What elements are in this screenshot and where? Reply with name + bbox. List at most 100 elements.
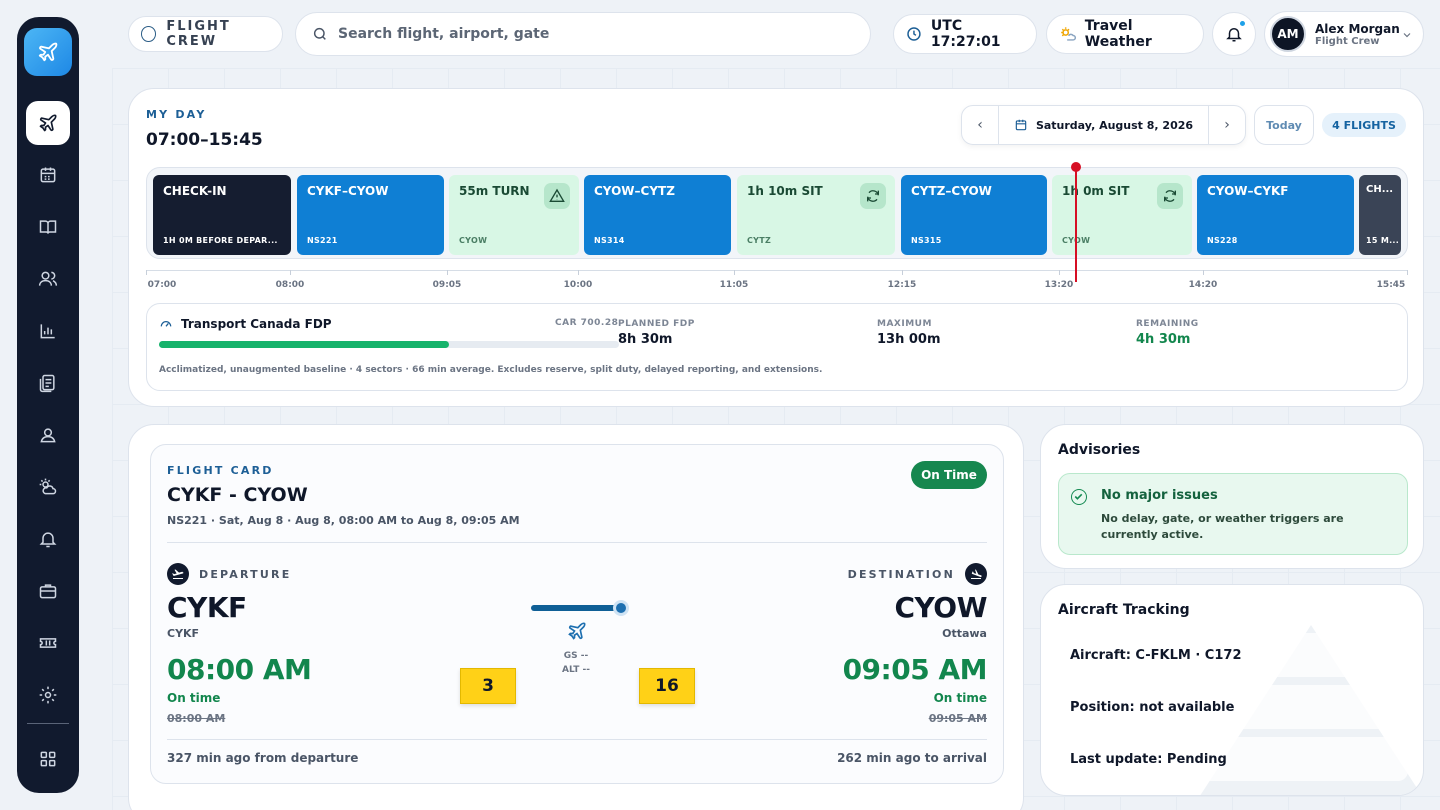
- block-sub: 15 M...: [1366, 236, 1400, 245]
- travel-weather-button[interactable]: Travel Weather: [1046, 14, 1204, 54]
- tick-mark: [902, 270, 903, 275]
- departure-time: 08:00 AM: [167, 653, 312, 686]
- sidebar-item-logbook[interactable]: [26, 205, 70, 249]
- cloud-sun-icon: [39, 478, 57, 495]
- divider: [167, 739, 987, 740]
- tick-label: 11:05: [719, 280, 749, 290]
- timeline-block[interactable]: CYKF–CYOW NS221: [297, 175, 444, 255]
- departure-elapsed: 327 min ago from departure: [167, 751, 359, 765]
- tick-mark: [1059, 270, 1060, 275]
- document-icon: [39, 374, 55, 393]
- timeline-block[interactable]: 1h 10m SIT CYTZ: [737, 175, 895, 255]
- block-title: CH...: [1366, 184, 1394, 195]
- timeline-block[interactable]: 55m TURN CYOW: [449, 175, 579, 255]
- sidebar-item-crew[interactable]: [26, 257, 70, 301]
- tick-label: 13:20: [1044, 280, 1074, 290]
- calendar-icon: [1015, 119, 1027, 131]
- departure-label: DEPARTURE: [199, 567, 292, 581]
- remaining-fdp: REMAINING 4h 30m: [1136, 319, 1199, 347]
- sidebar-item-profile[interactable]: [26, 413, 70, 457]
- arrival-time: 09:05 AM: [842, 653, 988, 686]
- fdp-progress-bar: [159, 341, 619, 348]
- sidebar: [17, 17, 79, 793]
- duty-timeline: CHECK-IN 1H 0M BEFORE DEPAR... CYKF–CYOW…: [146, 167, 1408, 259]
- search-input[interactable]: Search flight, airport, gate: [295, 12, 871, 56]
- tracking-aircraft: Aircraft: C-FKLM · C172: [1058, 633, 1408, 677]
- timeline-block[interactable]: CHECK-IN 1H 0M BEFORE DEPAR...: [153, 175, 291, 255]
- timeline-block[interactable]: CH... 15 M...: [1359, 175, 1401, 255]
- plane-logo-icon: [38, 42, 58, 62]
- date-navigator: ‹ Saturday, August 8, 2026 ›: [961, 105, 1246, 145]
- sidebar-item-analytics[interactable]: [26, 309, 70, 353]
- sidebar-item-flights[interactable]: [26, 101, 70, 145]
- briefcase-icon: [39, 584, 57, 599]
- fdp-title-text: Transport Canada FDP: [181, 317, 332, 331]
- flight-card[interactable]: FLIGHT CARD CYKF - CYOW NS221 · Sat, Aug…: [150, 444, 1004, 784]
- flight-crew-pill[interactable]: FLIGHT CREW: [128, 16, 283, 52]
- prev-day-button[interactable]: ‹: [962, 106, 998, 144]
- user-menu[interactable]: AM Alex Morgan Flight Crew: [1264, 11, 1424, 57]
- fdp-note: Acclimatized, unaugmented baseline · 4 s…: [159, 365, 823, 375]
- gear-icon: [39, 686, 57, 704]
- tick-mark: [1407, 270, 1408, 275]
- sidebar-item-weather[interactable]: [26, 465, 70, 509]
- my-day-card: MY DAY 07:00–15:45 ‹ Saturday, August 8,…: [128, 88, 1424, 407]
- destination-code: CYOW: [894, 591, 987, 624]
- sidebar-item-apps[interactable]: [26, 737, 70, 781]
- block-sub: CYTZ: [747, 236, 772, 245]
- sidebar-item-calendar[interactable]: [26, 153, 70, 197]
- sidebar-item-documents[interactable]: [26, 361, 70, 405]
- flight-crew-label: FLIGHT CREW: [166, 19, 231, 49]
- next-day-button[interactable]: ›: [1209, 106, 1245, 144]
- date-picker[interactable]: Saturday, August 8, 2026: [998, 106, 1209, 144]
- destination-label: DESTINATION: [847, 567, 955, 581]
- notification-dot: [1238, 19, 1247, 28]
- bar-chart-icon: [40, 324, 55, 339]
- block-title: 1h 0m SIT: [1062, 184, 1130, 198]
- tick-label: 09:05: [432, 280, 462, 290]
- advisories-card: Advisories No major issues No delay, gat…: [1040, 424, 1424, 569]
- plane-icon: [568, 622, 586, 640]
- sidebar-item-settings[interactable]: [26, 673, 70, 717]
- tick-mark: [146, 270, 147, 275]
- arrival-gate: 16: [639, 668, 695, 704]
- notifications-button[interactable]: [1212, 12, 1256, 56]
- block-title: CYTZ–CYOW: [911, 184, 992, 198]
- fdp-panel: Transport Canada FDP CAR 700.28 PLANNED …: [146, 303, 1408, 391]
- aircraft-tracking-card: Aircraft Tracking Aircraft: C-FKLM · C17…: [1040, 584, 1424, 796]
- chevron-down-icon: [1403, 33, 1411, 38]
- timeline-block[interactable]: CYOW–CYKF NS228: [1197, 175, 1354, 255]
- flight-progress-fill: [531, 605, 621, 611]
- departure-gate: 3: [460, 668, 516, 704]
- tracking-position: Position: not available: [1058, 685, 1408, 729]
- flight-subtitle: NS221 · Sat, Aug 8 · Aug 8, 08:00 AM to …: [167, 514, 520, 527]
- tick-mark: [734, 270, 735, 275]
- tick-label: 14:20: [1188, 280, 1218, 290]
- refresh-icon: [860, 183, 886, 209]
- takeoff-icon: [167, 563, 189, 585]
- user-name: Alex Morgan: [1315, 21, 1400, 36]
- user-role: Flight Crew: [1315, 35, 1380, 47]
- planned-fdp-label: PLANNED FDP: [618, 319, 695, 329]
- tick-mark: [290, 270, 291, 275]
- tick-label: 12:15: [887, 280, 917, 290]
- timeline-block[interactable]: 1h 0m SIT CYOW: [1052, 175, 1192, 255]
- tick-label: 07:00: [147, 280, 177, 290]
- sidebar-item-notifications[interactable]: [26, 517, 70, 561]
- fdp-progress-fill: [159, 341, 449, 348]
- sidebar-item-tickets[interactable]: [26, 621, 70, 665]
- bell-icon: [39, 532, 57, 548]
- my-day-time: 07:00–15:45: [146, 130, 263, 150]
- timeline-block[interactable]: CYOW–CYTZ NS314: [584, 175, 731, 255]
- grid-icon: [40, 751, 56, 767]
- check-circle-icon: [1071, 489, 1087, 505]
- timeline-block[interactable]: CYTZ–CYOW NS315: [901, 175, 1047, 255]
- remaining-fdp-label: REMAINING: [1136, 319, 1199, 329]
- my-day-eyebrow: MY DAY: [146, 108, 207, 121]
- today-button[interactable]: Today: [1254, 105, 1314, 145]
- sidebar-item-briefcase[interactable]: [26, 569, 70, 613]
- advisories-title: Advisories: [1058, 442, 1141, 458]
- block-sub: NS228: [1207, 236, 1238, 245]
- app-logo[interactable]: [24, 28, 72, 76]
- block-title: CYKF–CYOW: [307, 184, 389, 198]
